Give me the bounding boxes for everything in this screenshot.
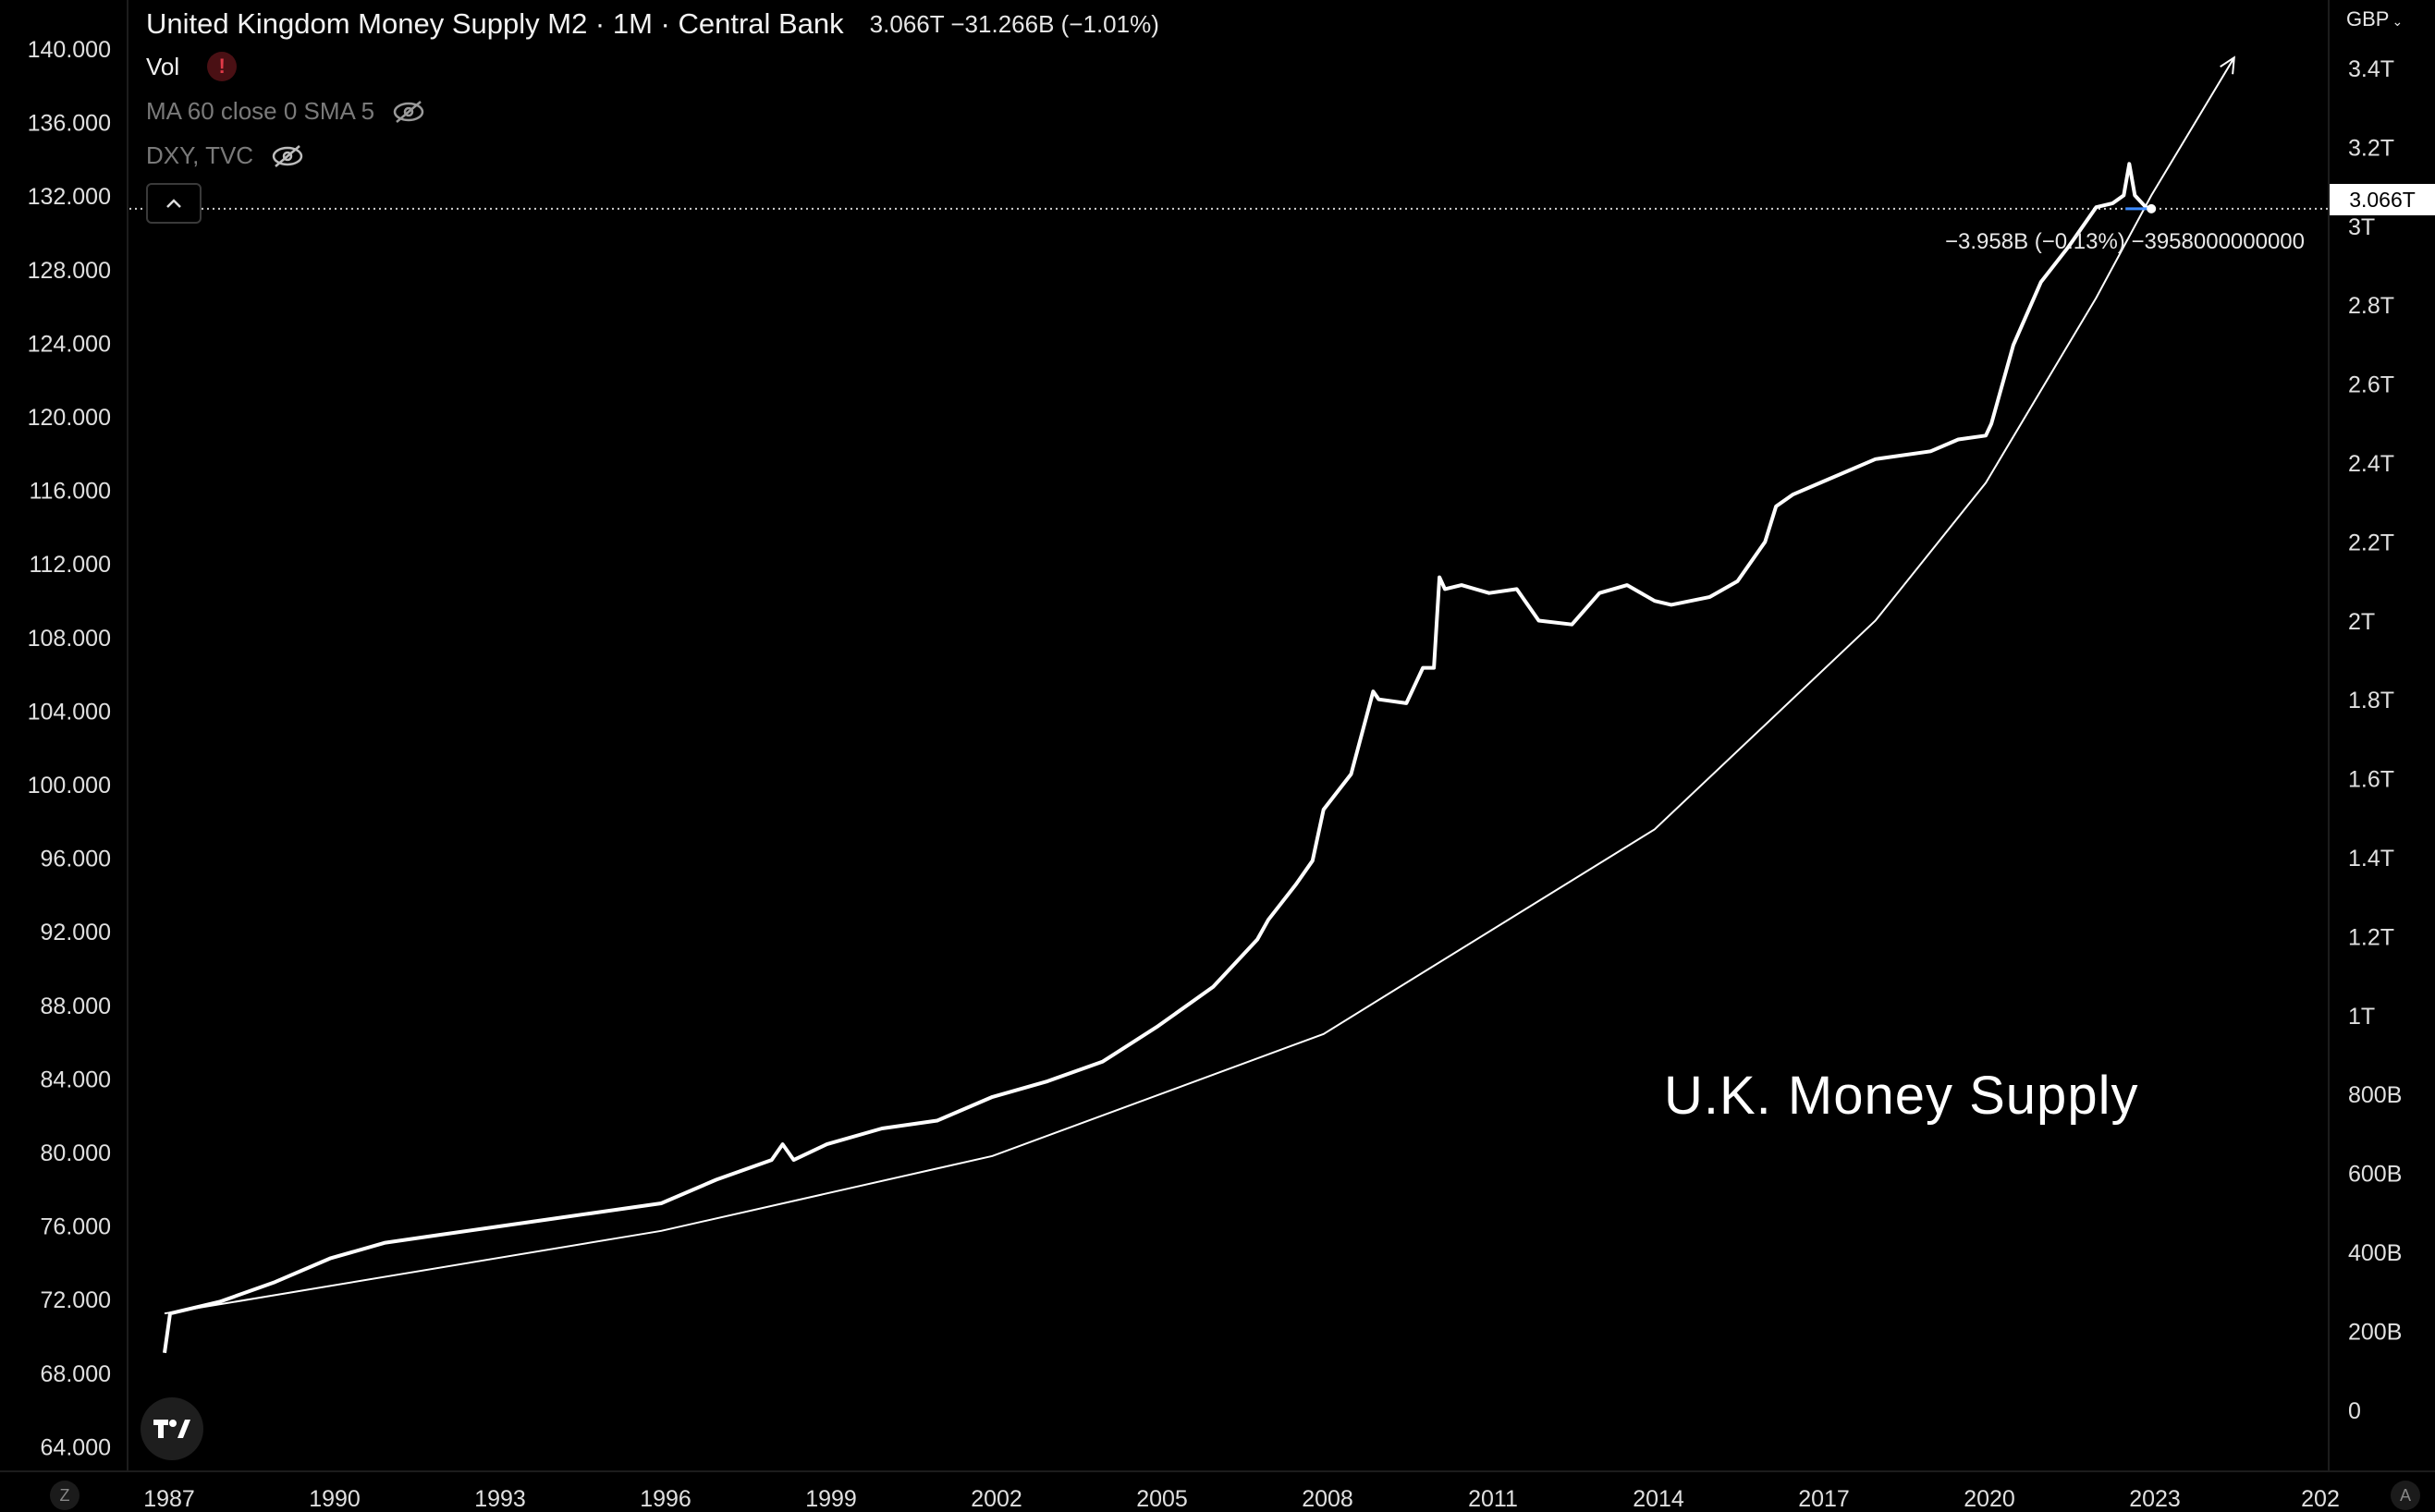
left-axis-tick-label: 108.000 — [28, 626, 111, 652]
right-axis-tick-label: 2.8T — [2348, 293, 2394, 319]
left-axis-tick-label: 64.000 — [41, 1434, 111, 1460]
right-axis-tick-label: 1.4T — [2348, 846, 2394, 872]
right-axis-tick-label: 3.4T — [2348, 56, 2394, 82]
hidden-eye-icon[interactable] — [270, 144, 305, 168]
error-icon[interactable]: ! — [207, 52, 238, 81]
collapse-legend-button[interactable] — [146, 183, 202, 224]
time-axis[interactable]: 1987 1990 1993 1996 1999 2002 2005 2008 2011 2014… — [143, 1486, 2340, 1512]
symbol-title[interactable]: United Kingdom Money Supply M2 · 1M · Ce… — [146, 7, 844, 40]
time-axis-tick-label: 2014 — [1633, 1486, 1684, 1512]
left-axis-tick-label: 120.000 — [28, 405, 111, 431]
dxy-overlay-label[interactable]: DXY, TVC — [146, 141, 254, 169]
last-price-tag: 3.066T — [2330, 184, 2435, 215]
left-axis-tick-label: 72.000 — [41, 1287, 111, 1313]
time-axis-tick-label: 2023 — [2129, 1486, 2181, 1512]
left-axis-tick-label: 136.000 — [28, 111, 111, 137]
time-axis-tick-label: 2020 — [1964, 1486, 2015, 1512]
right-axis-tick-label: 1.6T — [2348, 767, 2394, 793]
left-axis-tick-label: 92.000 — [41, 920, 111, 945]
left-axis-tick-label: 76.000 — [41, 1214, 111, 1240]
trend-arrow-head — [2220, 55, 2235, 75]
right-axis-tick-label: 2T — [2348, 609, 2375, 635]
time-axis-tick-label: 1987 — [143, 1486, 195, 1512]
time-axis-tick-label: 202 — [2301, 1486, 2340, 1512]
right-axis-tick-label: 2.2T — [2348, 530, 2394, 555]
left-axis-tick-label: 88.000 — [41, 994, 111, 1019]
right-axis-tick-label: 600B — [2348, 1162, 2402, 1188]
chevron-down-icon: ⌄ — [2392, 14, 2404, 29]
right-axis-tick-label: 800B — [2348, 1082, 2402, 1108]
timezone-toggle[interactable]: Z — [50, 1481, 80, 1510]
trend-curve — [164, 56, 2235, 1315]
time-axis-tick-label: 2017 — [1798, 1486, 1850, 1512]
chart-annotation[interactable]: U.K. Money Supply — [1664, 1066, 2139, 1126]
left-axis-tick-label: 112.000 — [29, 552, 111, 578]
right-axis-tick-label: 2.4T — [2348, 451, 2394, 477]
left-axis-tick-label: 100.000 — [28, 773, 111, 799]
left-axis-tick-label: 80.000 — [41, 1140, 111, 1166]
chevron-up-icon — [166, 199, 181, 208]
right-axis-tick-label: 1.8T — [2348, 688, 2394, 713]
time-axis-tick-label: 1996 — [640, 1486, 691, 1512]
right-axis-tick-label: 400B — [2348, 1240, 2402, 1266]
volume-label[interactable]: Vol — [146, 52, 180, 80]
time-axis-tick-label: 2005 — [1136, 1486, 1188, 1512]
time-axis-tick-label: 1999 — [805, 1486, 857, 1512]
right-axis-tick-label: 1.2T — [2348, 924, 2394, 950]
time-axis-tick-label: 1990 — [309, 1486, 361, 1512]
left-axis-tick-label: 116.000 — [29, 479, 111, 505]
right-axis-tick-label: 1T — [2348, 1004, 2375, 1030]
hidden-eye-icon[interactable] — [391, 100, 426, 124]
right-axis-tick-label: 2.6T — [2348, 372, 2394, 398]
tradingview-icon — [153, 1420, 190, 1438]
left-axis-tick-label: 124.000 — [28, 331, 111, 357]
left-axis-tick-label: 68.000 — [41, 1361, 111, 1387]
left-axis-tick-label: 132.000 — [28, 184, 111, 210]
time-axis-tick-label: 2002 — [971, 1486, 1022, 1512]
left-axis-tick-label: 104.000 — [28, 699, 111, 725]
time-axis-tick-label: 2008 — [1302, 1486, 1353, 1512]
right-axis-tick-label: 3T — [2348, 214, 2375, 240]
ma-indicator-label[interactable]: MA 60 close 0 SMA 5 — [146, 97, 375, 125]
left-axis-tick-label: 96.000 — [41, 847, 111, 872]
last-value-readout: 3.066T −31.266B (−1.01%) — [869, 9, 1159, 38]
right-axis-tick-label: 200B — [2348, 1319, 2402, 1345]
left-axis-tick-label: 84.000 — [41, 1067, 111, 1092]
time-axis-tick-label: 1993 — [474, 1486, 526, 1512]
currency-selector[interactable]: GBP ⌄ — [2346, 7, 2403, 31]
left-axis-tick-label: 140.000 — [28, 37, 111, 63]
left-axis-tick-label: 128.000 — [28, 258, 111, 284]
right-axis-tick-label: 3.2T — [2348, 135, 2394, 161]
right-axis-tick-label: 0 — [2348, 1398, 2361, 1424]
money-supply-line — [163, 162, 2152, 1354]
right-price-axis[interactable]: 3.4T 3.2T 3T 2.8T 2.6T 2.4T 2.2T 2T 1.8T 1.6T 1.4T… — [2348, 56, 2402, 1424]
tradingview-logo[interactable] — [141, 1397, 203, 1460]
measure-readout: −3.958B (−0.13%) −3958000000000 — [1945, 229, 2306, 254]
currency-label: GBP — [2346, 7, 2390, 30]
left-price-axis[interactable]: 140.000 136.000 132.000 128.000 124.000 120.0… — [28, 37, 111, 1460]
auto-scale-toggle[interactable]: A — [2391, 1481, 2420, 1510]
time-axis-tick-label: 2011 — [1468, 1486, 1518, 1512]
last-point-marker — [2147, 203, 2157, 213]
